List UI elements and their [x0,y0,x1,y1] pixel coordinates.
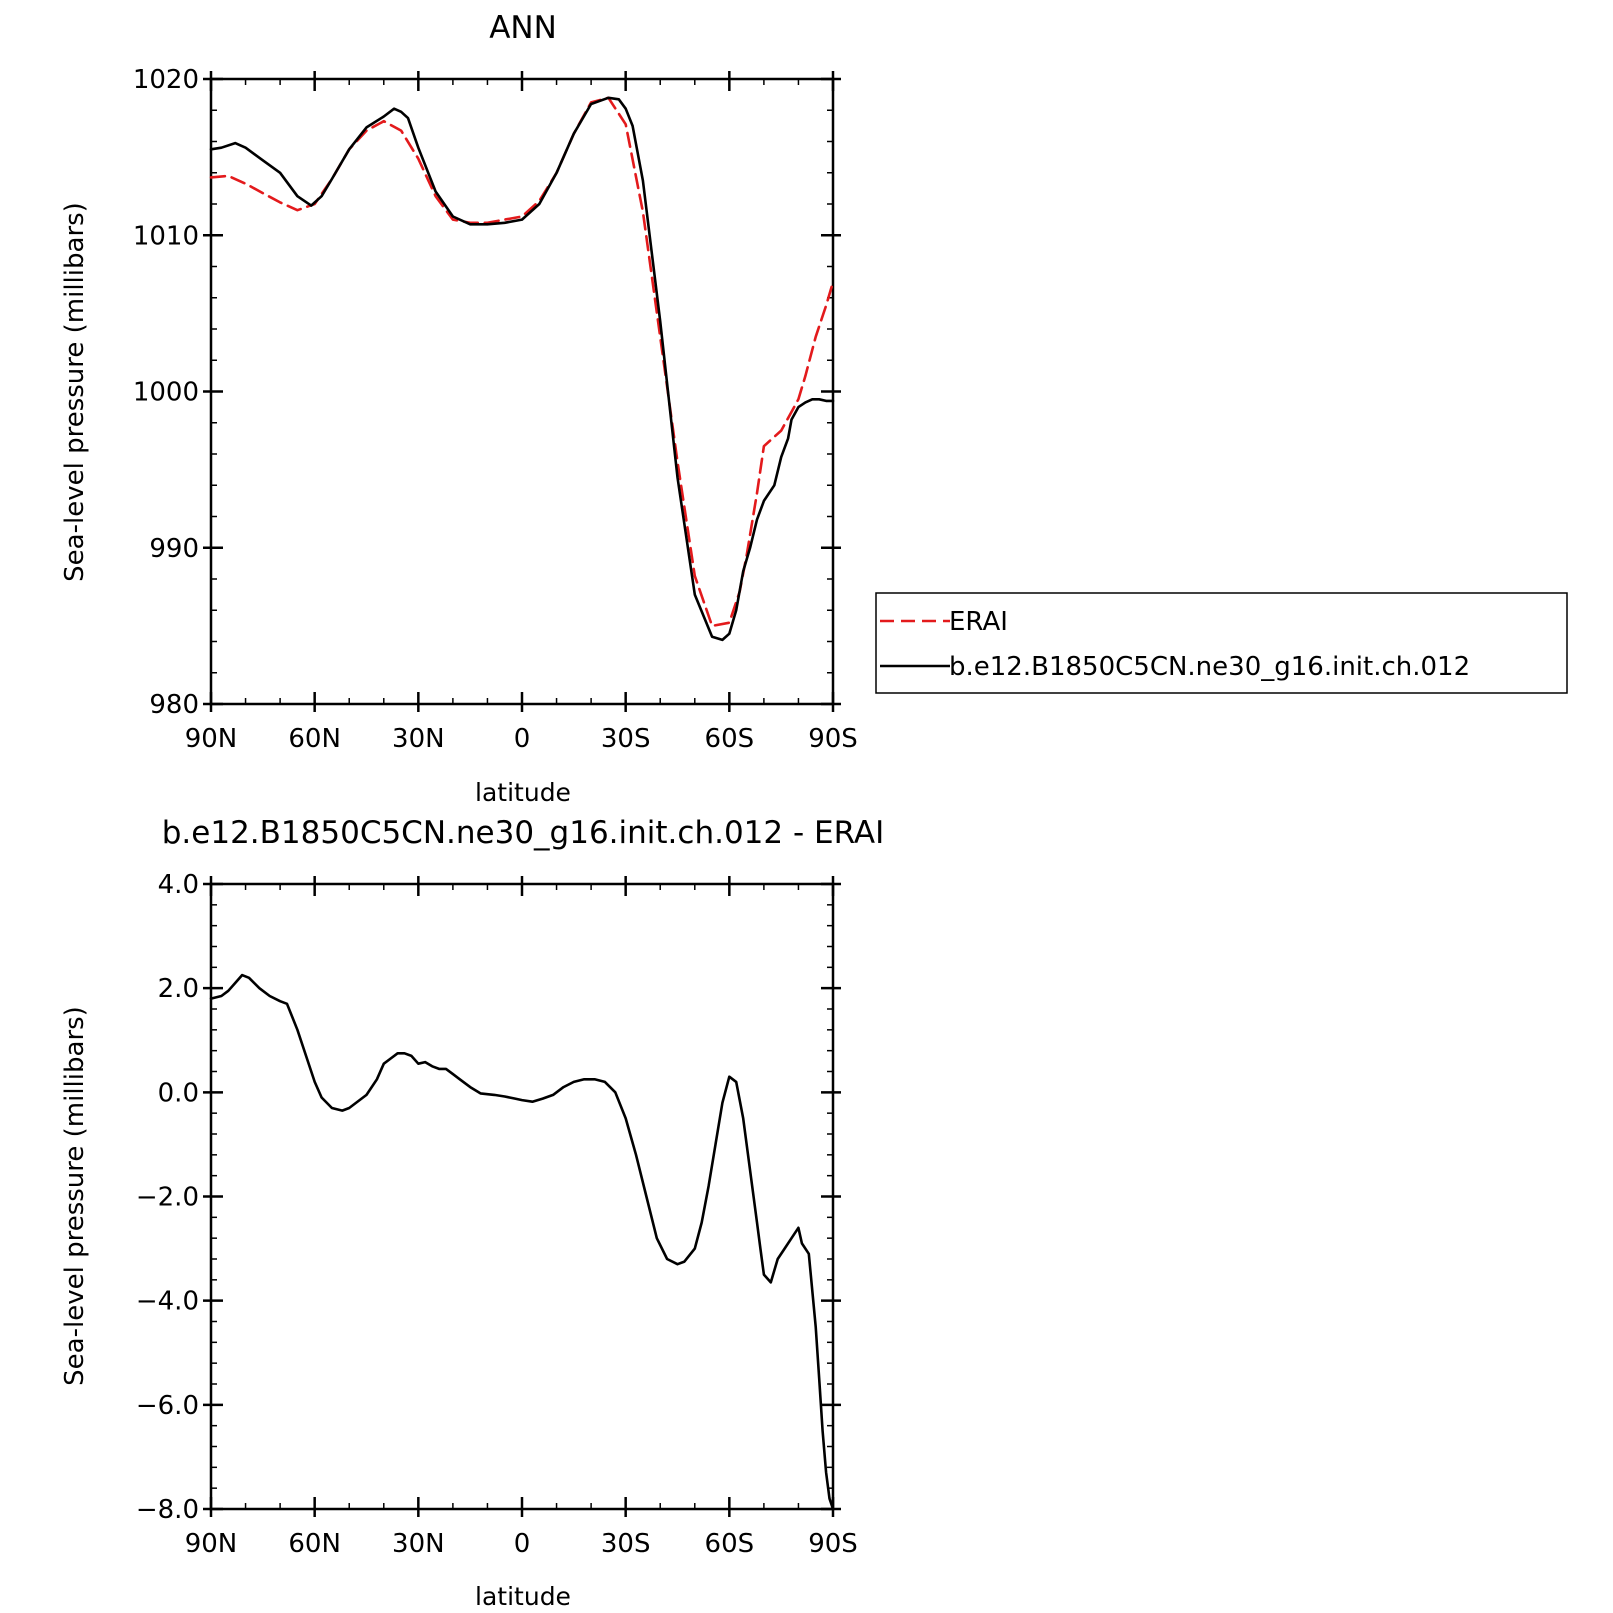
bottom-x-tick-label: 90N [185,1529,238,1559]
legend-box [875,592,1568,694]
bottom-panel-title: b.e12.B1850C5CN.ne30_g16.init.ch.012 - E… [162,815,884,851]
top-x-tick-label: 30S [601,724,651,754]
bottom-panel-ylabel: Sea-level pressure (millibars) [60,1006,90,1386]
top-panel: ANN latitude Sea-level pressure (milliba… [60,10,858,807]
bottom-x-tick-label: 60N [288,1529,341,1559]
bottom-y-tick-label: −2.0 [136,1183,199,1213]
bottom-y-tick-label: −4.0 [136,1287,199,1317]
top-y-tick-label: 1000 [133,378,199,408]
bottom-x-tick-label: 60S [705,1529,755,1559]
bottom-x-tick-label: 30S [601,1529,651,1559]
bottom-x-tick-label: 0 [514,1529,531,1559]
top-series-erai-line [209,96,835,628]
top-y-tick-label: 990 [149,534,199,564]
bottom-plot-frame [209,882,835,1511]
top-x-tick-label: 30N [392,724,445,754]
top-x-tick-label: 60S [705,724,755,754]
top-panel-xlabel: latitude [475,778,571,807]
top-x-tick-label: 60N [288,724,341,754]
legend-label-model: b.e12.B1850C5CN.ne30_g16.init.ch.012 [949,652,1470,682]
bottom-panel-plot: −8.0 −6.0 −4.0 −2.0 0.0 2.0 4.0 90N 60N 30N 0 30S 60… [136,870,858,1559]
top-y-tick-label: 1020 [133,65,199,95]
bottom-y-tick-label: 2.0 [158,974,199,1004]
bottom-x-tick-label: 30N [392,1529,445,1559]
top-x-tick-label: 90N [185,724,238,754]
top-plot-frame [209,77,835,706]
top-panel-title: ANN [489,10,557,46]
bottom-panel-xlabel: latitude [475,1582,571,1611]
bottom-y-tick-label: −8.0 [136,1495,199,1525]
top-x-tick-label: 0 [514,724,531,754]
bottom-panel: b.e12.B1850C5CN.ne30_g16.init.ch.012 - E… [60,815,884,1611]
top-panel-ylabel: Sea-level pressure (millibars) [60,202,90,582]
top-x-tick-label: 90S [808,724,858,754]
bottom-x-tick-label: 90S [808,1529,858,1559]
bottom-y-tick-label: −6.0 [136,1391,199,1421]
bottom-y-tick-label: 4.0 [158,870,199,900]
top-y-tick-label: 980 [149,690,199,720]
bottom-y-tick-label: 0.0 [158,1078,199,1108]
top-y-tick-label: 1010 [133,221,199,251]
top-series-b-e12-b1850c5cn-ne30-g16-init-ch-012-line [209,96,835,642]
bottom-series-difference-line [209,973,835,1511]
legend-label-erai: ERAI [949,607,1008,637]
legend: ERAI b.e12.B1850C5CN.ne30_g16.init.ch.01… [875,592,1568,694]
top-panel-plot: 980 990 1000 1010 1020 90N 60N 30N 0 30S 60S 90S [133,65,858,754]
